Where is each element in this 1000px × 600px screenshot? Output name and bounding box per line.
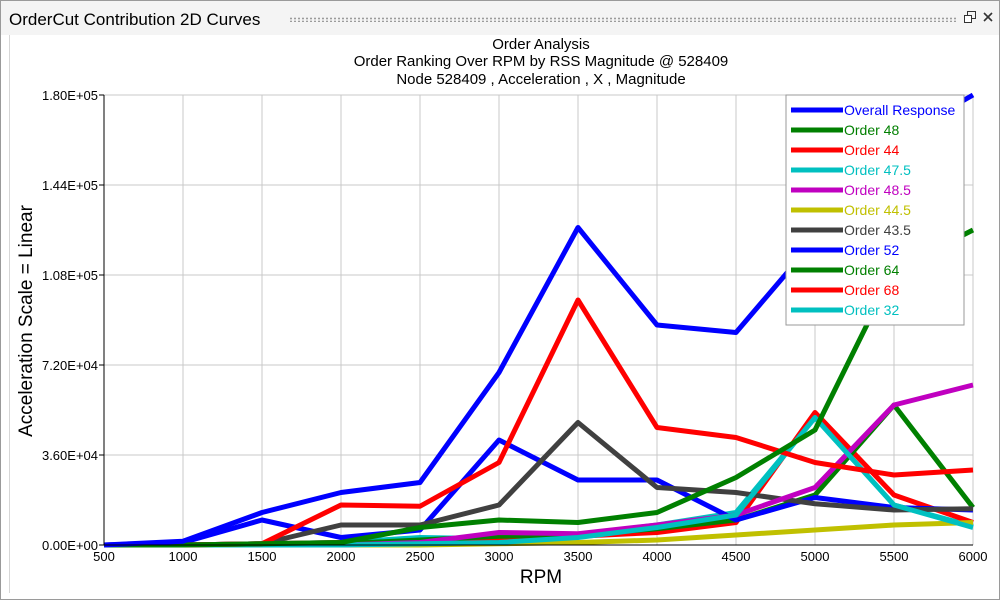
line-chart: 500 1000 1500 2000 2500 3000 3500 4000 4500 5000 5… xyxy=(16,36,988,588)
x-tick-label: 4500 xyxy=(722,549,751,564)
chart-title: Order Analysis xyxy=(492,36,590,53)
panel-drag-grip[interactable] xyxy=(289,17,957,22)
x-axis-label: RPM xyxy=(520,567,562,588)
x-tick-label: 4000 xyxy=(643,549,672,564)
y-axis-label: Acceleration Scale = Linear xyxy=(16,204,37,437)
x-tick-label: 3500 xyxy=(564,549,593,564)
series-line-order-48[interactable] xyxy=(104,227,975,548)
panel-title: OrderCut Contribution 2D Curves xyxy=(9,10,261,29)
legend-entry[interactable]: Order 47.5 xyxy=(844,162,911,178)
x-tick-label: 2500 xyxy=(406,549,435,564)
legend-entry[interactable]: Order 48.5 xyxy=(844,182,911,198)
panel-titlebar: OrderCut Contribution 2D Curves xyxy=(1,1,999,35)
legend-entry[interactable]: Order 44 xyxy=(844,142,899,158)
legend-entry[interactable]: Order 64 xyxy=(844,262,899,278)
legend-entry[interactable]: Order 68 xyxy=(844,282,899,298)
y-tick-label: 1.44E+05 xyxy=(42,178,98,193)
series-line-order-52[interactable] xyxy=(103,437,974,548)
legend-entry[interactable]: Order 43.5 xyxy=(844,222,911,238)
legend-entry[interactable]: Order 32 xyxy=(844,302,899,318)
legend-entry[interactable]: Order 52 xyxy=(844,242,899,258)
x-tick-label: 500 xyxy=(93,549,115,564)
y-tick-label: 1.80E+05 xyxy=(42,88,98,103)
x-tick-label: 3000 xyxy=(485,549,514,564)
legend-entry[interactable]: Overall Response xyxy=(844,102,955,118)
plot-area-frame: 500 1000 1500 2000 2500 3000 3500 4000 4500 5000 5… xyxy=(9,35,994,593)
close-icon[interactable] xyxy=(981,11,995,25)
x-tick-label: 5500 xyxy=(880,549,909,564)
y-tick-label: 1.08E+05 xyxy=(42,268,98,283)
x-tick-label: 5000 xyxy=(801,549,830,564)
restore-window-icon[interactable] xyxy=(963,11,977,25)
chart-subtitle: Order Ranking Over RPM by RSS Magnitude … xyxy=(354,53,729,70)
legend-entry[interactable]: Order 48 xyxy=(844,122,899,138)
x-tick-label: 6000 xyxy=(959,549,988,564)
y-tick-label: 0.00E+00 xyxy=(42,538,98,553)
chart-subtitle-node: Node 528409 , Acceleration , X , Magnitu… xyxy=(396,71,685,88)
x-tick-label: 1000 xyxy=(169,549,198,564)
y-tick-label: 3.60E+04 xyxy=(42,448,98,463)
x-tick-label: 1500 xyxy=(248,549,277,564)
legend-entry[interactable]: Order 44.5 xyxy=(844,202,911,218)
y-tick-label: 7.20E+04 xyxy=(42,358,98,373)
x-tick-label: 2000 xyxy=(327,549,356,564)
